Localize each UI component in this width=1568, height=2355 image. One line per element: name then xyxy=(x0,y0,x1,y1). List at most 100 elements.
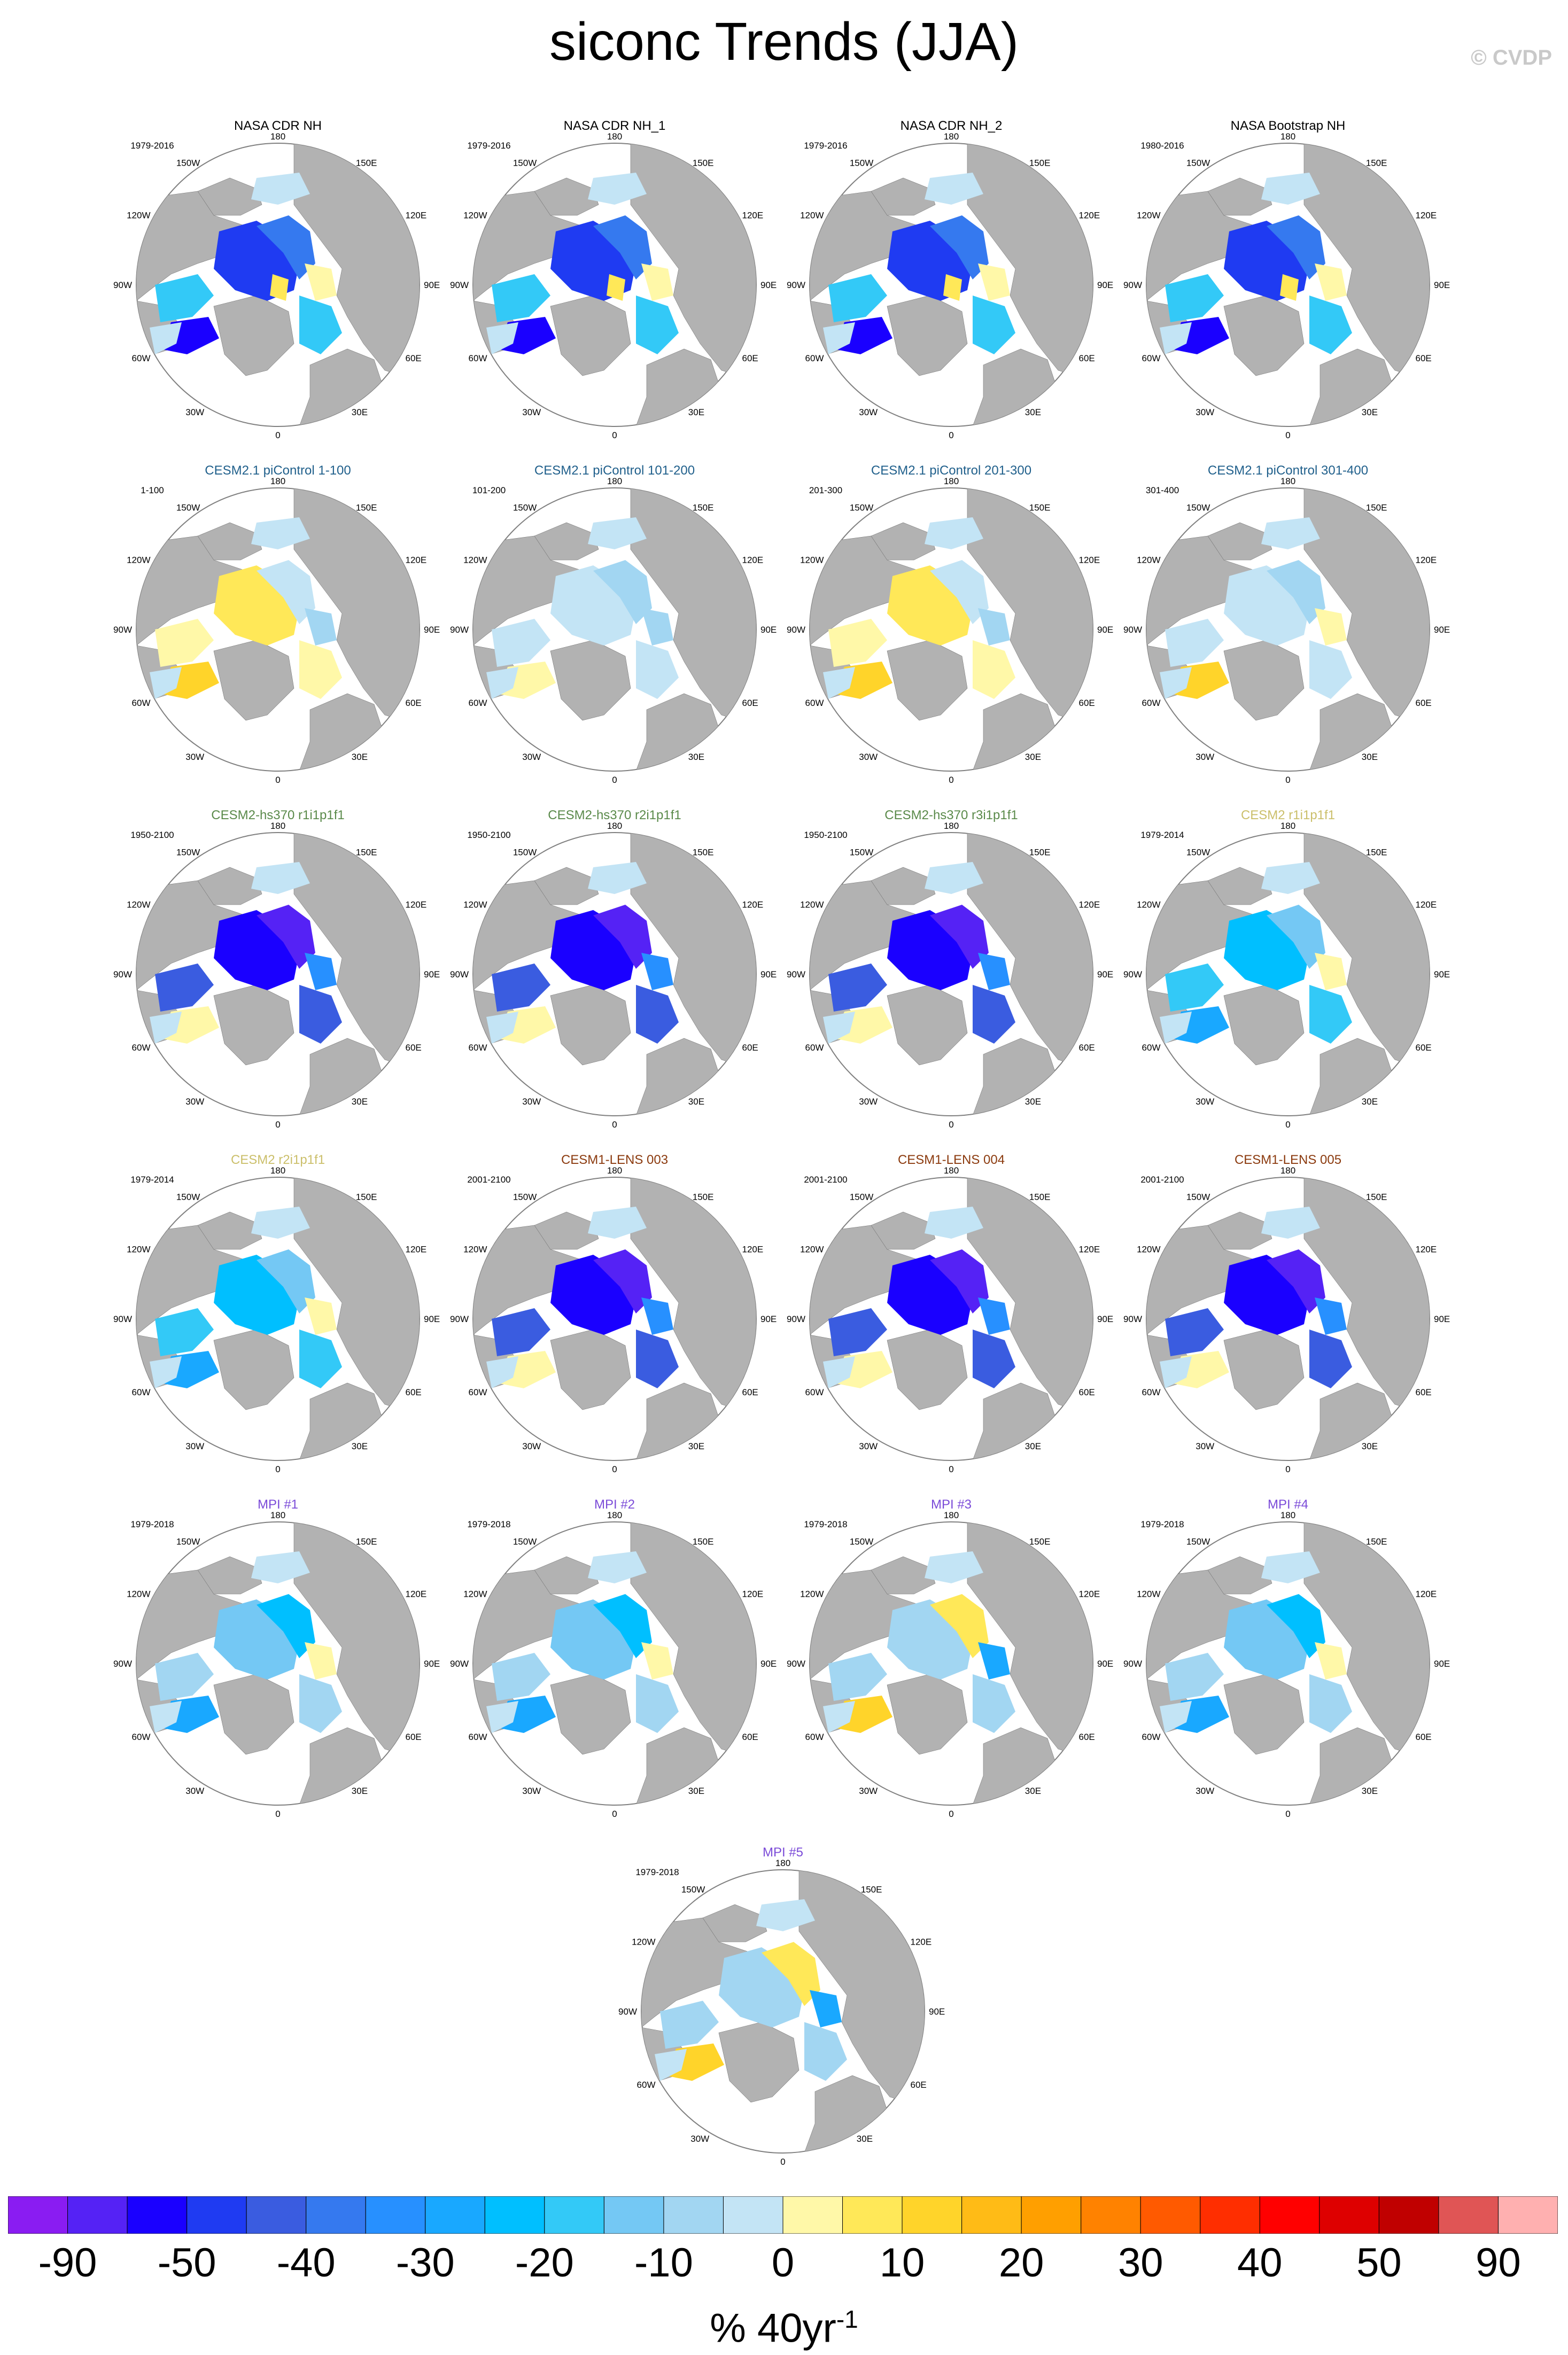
longitude-label: 0 xyxy=(949,1809,953,1819)
longitude-label: 150E xyxy=(693,1192,714,1202)
longitude-label: 150W xyxy=(513,1536,537,1546)
polar-map-panel: CESM1-LENS 003 2001-2100 180 150W 120W 90W 60W… xyxy=(450,1153,777,1474)
panel-period-label: 1979-2016 xyxy=(130,141,174,151)
longitude-label: 90E xyxy=(424,280,440,290)
land-mass xyxy=(967,1522,1093,1760)
panel-period-label: 1979-2016 xyxy=(804,141,847,151)
longitude-label: 120E xyxy=(742,555,764,565)
longitude-label: 150E xyxy=(1366,847,1387,857)
colorbar-box xyxy=(1378,2196,1439,2234)
sea-ice-trend-region xyxy=(1267,560,1325,624)
sea-ice-trend-region xyxy=(155,619,214,667)
longitude-label: 30E xyxy=(1362,1441,1378,1451)
longitude-label: 150W xyxy=(850,847,873,857)
panel-title: NASA Bootstrap NH xyxy=(1231,119,1346,133)
longitude-label: 180 xyxy=(270,476,285,486)
longitude-label: 30E xyxy=(352,1097,368,1107)
figure-title: siconc Trends (JJA) xyxy=(549,12,1019,72)
land-mass xyxy=(871,1556,936,1595)
land-mass xyxy=(871,522,936,561)
sea-ice-trend-region xyxy=(660,2001,719,2049)
longitude-label: 180 xyxy=(1280,476,1295,486)
panel-title: CESM2-hs370 r1i1p1f1 xyxy=(211,808,344,822)
land-mass xyxy=(967,143,1093,382)
sea-ice-trend-region xyxy=(756,1899,815,1931)
sea-ice-trend-region xyxy=(1165,963,1224,1012)
colorbar-box xyxy=(246,2196,307,2234)
longitude-label: 30W xyxy=(185,1786,204,1796)
longitude-label: 0 xyxy=(949,430,953,440)
longitude-label: 120W xyxy=(1137,210,1160,220)
polar-map-panel: CESM2.1 piControl 201-300 201-300 180 150W 1… xyxy=(787,463,1113,785)
colorbar-tick-labels: -90 -50 -40 -30 -20 -10 0 10 20 30 40 50 90 xyxy=(8,2234,1558,2292)
longitude-label: 150W xyxy=(1186,1536,1210,1546)
colorbar-box xyxy=(961,2196,1022,2234)
longitude-label: 150E xyxy=(1366,1536,1387,1546)
longitude-label: 30W xyxy=(522,752,541,762)
longitude-label: 120W xyxy=(1137,555,1160,565)
sea-ice-trend-region xyxy=(1165,274,1224,322)
longitude-label: 0 xyxy=(275,775,280,785)
land-mass xyxy=(798,1870,925,2108)
longitude-label: 150E xyxy=(693,1536,714,1546)
longitude-label: 90E xyxy=(760,969,777,980)
land-mass xyxy=(871,1211,936,1250)
sea-ice-trend-region xyxy=(823,1356,855,1388)
longitude-label: 30E xyxy=(688,407,704,417)
longitude-label: 150E xyxy=(1029,1536,1051,1546)
colorbar-tick-label: 90 xyxy=(1476,2240,1521,2286)
longitude-label: 30E xyxy=(688,1786,704,1796)
sea-ice-trend-region xyxy=(930,215,989,279)
sea-ice-trend-region xyxy=(1309,1330,1352,1388)
colorbar-box xyxy=(1319,2196,1379,2234)
sea-ice-trend-region xyxy=(925,1207,983,1239)
longitude-label: 150W xyxy=(513,502,537,512)
sea-ice-trend-region xyxy=(150,667,182,699)
sea-ice-trend-region xyxy=(943,274,962,301)
longitude-label: 30E xyxy=(1025,1786,1041,1796)
longitude-label: 120W xyxy=(800,555,824,565)
land-mass xyxy=(197,867,262,905)
polar-map-panel: MPI #3 1979-2018 180 150W 120W 90W 60W 30W 0 30E 6… xyxy=(787,1497,1113,1819)
land-mass xyxy=(967,488,1093,726)
longitude-label: 90W xyxy=(787,625,805,635)
sea-ice-trend-region xyxy=(636,1674,679,1733)
polar-map-panel: CESM2 r2i1p1f1 1979-2014 180 150W 120W 90W 60W… xyxy=(113,1153,440,1474)
longitude-label: 0 xyxy=(612,1464,617,1474)
sea-ice-trend-region xyxy=(828,963,887,1012)
sea-ice-trend-region xyxy=(155,963,214,1012)
sea-ice-trend-region xyxy=(588,1551,647,1583)
colorbar-box xyxy=(842,2196,903,2234)
sea-ice-trend-region xyxy=(930,1594,989,1658)
panel-period-label: 1979-2016 xyxy=(467,141,510,151)
longitude-label: 90E xyxy=(1434,280,1450,290)
longitude-label: 120E xyxy=(1416,899,1437,910)
longitude-label: 0 xyxy=(275,1120,280,1130)
sea-ice-trend-region xyxy=(978,953,1010,990)
sea-ice-trend-region xyxy=(1261,862,1320,894)
longitude-label: 60E xyxy=(406,1043,422,1053)
sea-ice-trend-region xyxy=(973,296,1015,354)
sea-ice-trend-region xyxy=(1160,1701,1192,1733)
land-mass xyxy=(1207,177,1272,216)
panel-period-label: 1979-2014 xyxy=(130,1175,174,1185)
longitude-label: 150W xyxy=(850,502,873,512)
longitude-label: 150E xyxy=(1366,158,1387,168)
longitude-label: 90E xyxy=(424,969,440,980)
longitude-label: 60W xyxy=(1142,1732,1161,1742)
longitude-label: 30W xyxy=(1196,1097,1214,1107)
longitude-label: 60W xyxy=(469,1387,487,1397)
longitude-label: 120E xyxy=(1416,1244,1437,1254)
longitude-label: 120E xyxy=(1079,1589,1100,1599)
longitude-label: 150E xyxy=(356,1536,377,1546)
longitude-label: 60E xyxy=(406,1732,422,1742)
panel-period-label: 1979-2018 xyxy=(467,1519,510,1529)
sea-ice-trend-region xyxy=(150,1356,182,1388)
longitude-label: 30W xyxy=(1196,752,1214,762)
colorbar-tick-label: -10 xyxy=(634,2240,693,2286)
longitude-label: 30W xyxy=(185,1441,204,1451)
longitude-label: 90E xyxy=(1097,1659,1113,1669)
longitude-label: 30W xyxy=(1196,407,1214,417)
longitude-label: 90E xyxy=(760,625,777,635)
longitude-label: 180 xyxy=(944,1165,959,1176)
